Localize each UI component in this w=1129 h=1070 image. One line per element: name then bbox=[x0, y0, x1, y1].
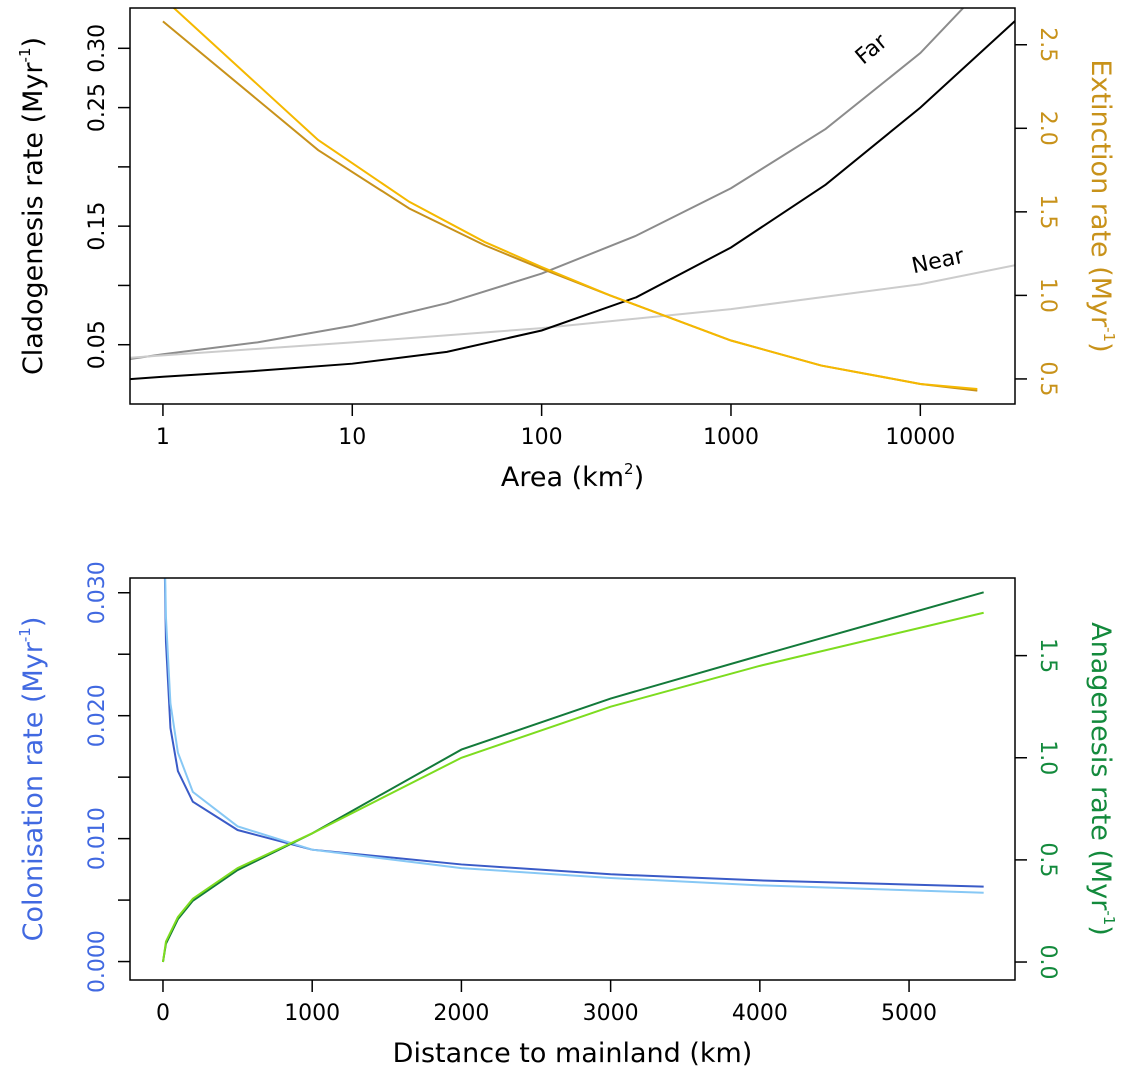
y2-axis-title-part: ) bbox=[1086, 925, 1117, 936]
y-axis-title: Cladogenesis rate (Myr-1) bbox=[16, 37, 49, 375]
x-axis-title: Distance to mainland (km) bbox=[393, 1038, 753, 1069]
series-line bbox=[164, 578, 984, 894]
series-line bbox=[162, 20, 978, 392]
y-tick-label: 0.05 bbox=[85, 320, 110, 369]
y-tick-label: 0.000 bbox=[85, 930, 110, 993]
y-axis-title-part: Cladogenesis rate (Myr bbox=[18, 62, 49, 375]
x-tick-label: 1 bbox=[156, 425, 170, 450]
x-tick-label: 10000 bbox=[885, 425, 955, 450]
y-axis-title: Colonisation rate (Myr-1) bbox=[16, 617, 49, 942]
plot-area bbox=[161, 578, 984, 963]
y2-tick-label: 1.0 bbox=[1035, 740, 1060, 775]
y-tick-label: 0.25 bbox=[85, 83, 110, 132]
series-label: Far bbox=[851, 29, 893, 70]
series-line bbox=[161, 611, 984, 963]
y2-axis-title-part: ) bbox=[1086, 342, 1117, 353]
series-line bbox=[163, 578, 984, 888]
y-axis-title-part: -1 bbox=[16, 627, 34, 642]
plot-frame bbox=[129, 577, 1016, 981]
x-axis-title-part: Area (km bbox=[501, 462, 624, 493]
x-tick-label: 1000 bbox=[703, 425, 759, 450]
x-tick-label: 2000 bbox=[433, 1001, 489, 1026]
series-line bbox=[161, 591, 984, 963]
y2-tick-label: 1.0 bbox=[1035, 278, 1060, 313]
x-tick-label: 5000 bbox=[881, 1001, 937, 1026]
series-label: Near bbox=[910, 244, 968, 280]
x-tick-label: 1000 bbox=[284, 1001, 340, 1026]
y2-tick-label: 1.5 bbox=[1035, 638, 1060, 673]
y2-tick-label: 2.0 bbox=[1035, 111, 1060, 146]
y-tick-label: 0.30 bbox=[85, 24, 110, 73]
series-line bbox=[130, 8, 965, 360]
y2-axis-title-part: -1 bbox=[1101, 327, 1119, 342]
y-tick-label: 0.15 bbox=[85, 202, 110, 251]
y-tick-label: 0.020 bbox=[85, 684, 110, 747]
x-tick-label: 4000 bbox=[732, 1001, 788, 1026]
series-line bbox=[130, 20, 1015, 381]
y2-tick-label: 2.5 bbox=[1035, 27, 1060, 62]
x-axis-title-part: Distance to mainland (km) bbox=[393, 1038, 753, 1069]
y2-axis-title-part: Extinction rate (Myr bbox=[1086, 59, 1117, 328]
y-axis-title-part: ) bbox=[18, 617, 49, 628]
series-line bbox=[130, 264, 1015, 359]
x-axis-title-part: ) bbox=[634, 462, 645, 493]
y-tick-label: 0.030 bbox=[85, 561, 110, 624]
y-tick-label: 0.010 bbox=[85, 807, 110, 870]
y2-tick-label: 0.5 bbox=[1035, 842, 1060, 877]
y-axis-title-part: ) bbox=[18, 37, 49, 48]
y2-tick-label: 0.5 bbox=[1035, 361, 1060, 396]
x-tick-label: 10 bbox=[338, 425, 366, 450]
y-axis-title-part: Colonisation rate (Myr bbox=[18, 641, 49, 941]
x-axis-title-part: 2 bbox=[624, 460, 634, 478]
y-axis-title-part: -1 bbox=[16, 47, 34, 62]
plot-area bbox=[130, 8, 1015, 392]
x-axis-title: Area (km2) bbox=[501, 460, 644, 493]
series-line bbox=[172, 8, 978, 390]
y2-axis-title-part: -1 bbox=[1101, 910, 1119, 925]
x-tick-label: 0 bbox=[156, 1001, 170, 1026]
y2-axis-title: Extinction rate (Myr-1) bbox=[1086, 59, 1119, 352]
plot-frame bbox=[129, 7, 1016, 405]
x-tick-label: 100 bbox=[521, 425, 563, 450]
y2-tick-label: 1.5 bbox=[1035, 194, 1060, 229]
y2-axis-title-part: Anagenesis rate (Myr bbox=[1086, 622, 1117, 911]
y2-tick-label: 0.0 bbox=[1035, 945, 1060, 980]
y2-axis-title: Anagenesis rate (Myr-1) bbox=[1086, 622, 1119, 936]
x-tick-label: 3000 bbox=[583, 1001, 639, 1026]
